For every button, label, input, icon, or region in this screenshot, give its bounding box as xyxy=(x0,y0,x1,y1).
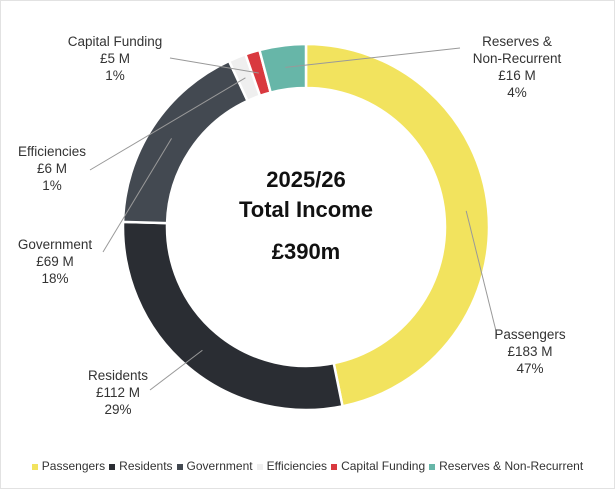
legend-label: Reserves & Non-Recurrent xyxy=(439,459,584,473)
legend-swatch xyxy=(31,463,38,470)
leader-line xyxy=(285,47,461,68)
legend-item: Efficiencies xyxy=(256,459,328,473)
legend-label: Passengers xyxy=(41,459,106,473)
slice-passengers xyxy=(304,42,491,408)
legend-swatch xyxy=(176,463,183,470)
legend-swatch xyxy=(256,463,263,470)
label-residents: Residents £112 M 29% xyxy=(87,368,149,417)
legend-item: Passengers xyxy=(31,459,106,473)
legend-label: Residents xyxy=(119,459,173,473)
legend-item: Government xyxy=(176,459,253,473)
center-year: 2025/26 xyxy=(266,167,346,192)
center-total: £390m xyxy=(271,239,341,264)
legend-swatch xyxy=(429,463,436,470)
label-government: Government £69 M 18% xyxy=(17,237,93,286)
legend: Passengers Residents Government Efficiencie… xyxy=(0,459,615,473)
leader-line xyxy=(102,138,172,253)
legend-label: Capital Funding xyxy=(341,459,426,473)
leader-line xyxy=(169,57,259,74)
legend-item: Residents xyxy=(109,459,173,473)
slice-reserves-non-recurrent xyxy=(257,42,308,95)
legend-swatch xyxy=(109,463,116,470)
center-label: 2025/26 Total Income £390m xyxy=(206,165,406,265)
label-capital-funding: Capital Funding £5 M 1% xyxy=(67,34,163,83)
leader-line xyxy=(465,210,498,336)
label-reserves: Reserves & Non-Recurrent £16 M 4% xyxy=(472,34,562,100)
leader-line xyxy=(149,349,203,391)
legend-label: Efficiencies xyxy=(266,459,328,473)
label-efficiencies: Efficiencies £6 M 1% xyxy=(17,144,87,193)
label-passengers: Passengers £183 M 47% xyxy=(494,327,566,376)
legend-swatch xyxy=(331,463,338,470)
legend-item: Capital Funding xyxy=(331,459,425,473)
leader-line xyxy=(89,77,246,171)
legend-label: Government xyxy=(186,459,253,473)
legend-item: Reserves & Non-Recurrent xyxy=(429,459,583,473)
center-title: Total Income xyxy=(238,197,374,222)
